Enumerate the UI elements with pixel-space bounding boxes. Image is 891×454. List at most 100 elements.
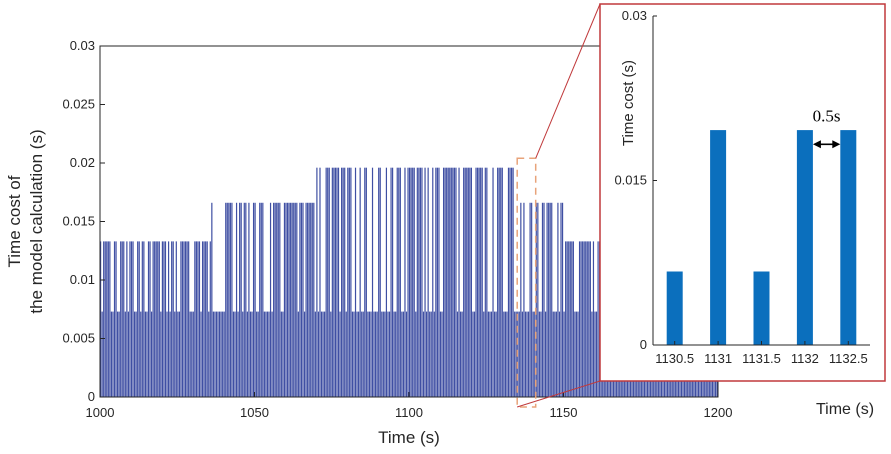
main-bar bbox=[379, 167, 381, 397]
main-bar bbox=[124, 311, 126, 397]
main-bar bbox=[493, 311, 496, 397]
main-bar bbox=[245, 202, 247, 397]
main-bar bbox=[527, 311, 530, 397]
main-y-tick-label: 0 bbox=[88, 389, 95, 404]
main-bar bbox=[347, 167, 349, 397]
main-bar bbox=[172, 241, 174, 397]
main-bar bbox=[164, 241, 167, 397]
main-bar bbox=[492, 167, 494, 397]
main-bar bbox=[115, 241, 117, 397]
main-bar bbox=[392, 167, 394, 397]
main-bar bbox=[260, 202, 262, 397]
inset-chart: 0 0.015 0.03 1130.5 1131 1131.5 1132 1132.5 Ti… bbox=[599, 3, 886, 382]
main-bar bbox=[541, 202, 544, 397]
main-bar bbox=[583, 241, 585, 397]
main-bar bbox=[376, 311, 378, 397]
main-bar bbox=[137, 241, 139, 397]
main-bar bbox=[361, 311, 363, 397]
main-bar bbox=[291, 202, 293, 397]
main-bar bbox=[320, 311, 323, 397]
main-bar bbox=[263, 311, 265, 397]
main-bar bbox=[560, 202, 562, 397]
inset-bar bbox=[840, 130, 857, 345]
main-bar bbox=[497, 167, 499, 397]
main-bar bbox=[113, 241, 116, 397]
main-bar bbox=[489, 311, 491, 397]
main-bar bbox=[296, 202, 298, 397]
main-bar bbox=[303, 311, 306, 397]
main-y-tick-label: 0.005 bbox=[62, 331, 95, 346]
main-bar bbox=[130, 241, 133, 397]
main-bar bbox=[362, 311, 364, 397]
main-x-tick-label: 1000 bbox=[86, 405, 115, 420]
inset-bar bbox=[753, 271, 770, 345]
main-x-tick-label: 1050 bbox=[240, 405, 269, 420]
main-bar bbox=[195, 241, 197, 397]
main-bar bbox=[184, 241, 187, 397]
inset-y-axis-label: Time cost (s) bbox=[620, 60, 637, 146]
main-bar bbox=[147, 241, 150, 397]
main-bar bbox=[214, 311, 216, 397]
main-bar bbox=[331, 167, 333, 397]
main-bar bbox=[305, 202, 307, 397]
inset-x-tick-label: 1131 bbox=[704, 351, 732, 366]
main-bar bbox=[288, 202, 290, 397]
main-bar bbox=[126, 241, 128, 397]
main-bar bbox=[476, 167, 479, 397]
main-bar bbox=[459, 311, 462, 397]
main-bar bbox=[259, 202, 261, 397]
main-bar bbox=[307, 202, 309, 397]
main-bar bbox=[254, 202, 256, 397]
main-bar bbox=[594, 311, 596, 397]
main-bar bbox=[188, 241, 190, 397]
main-bar bbox=[514, 311, 516, 397]
zoom-highlight-box bbox=[516, 157, 537, 408]
main-bar bbox=[412, 167, 414, 397]
main-bar bbox=[252, 202, 255, 397]
main-bar bbox=[388, 311, 391, 397]
main-bar bbox=[436, 167, 439, 397]
main-bar bbox=[555, 311, 557, 397]
main-bar bbox=[439, 311, 442, 397]
main-bar bbox=[246, 311, 248, 397]
main-bar bbox=[232, 311, 235, 397]
main-bar bbox=[117, 311, 119, 397]
inset-bar bbox=[710, 130, 727, 345]
main-bar bbox=[194, 241, 196, 397]
main-bar bbox=[290, 202, 292, 397]
main-bar bbox=[344, 167, 346, 397]
main-bar bbox=[478, 167, 480, 397]
main-bar bbox=[396, 167, 398, 397]
main-bar bbox=[512, 167, 514, 397]
main-bar bbox=[432, 167, 434, 397]
main-bar bbox=[461, 311, 463, 397]
main-bar bbox=[208, 311, 210, 397]
main-bar bbox=[543, 202, 545, 397]
main-bar bbox=[144, 311, 147, 397]
main-bar bbox=[469, 167, 471, 397]
main-bar bbox=[433, 311, 435, 397]
inset-y-tick-label: 0.03 bbox=[622, 8, 647, 23]
main-bar bbox=[297, 311, 299, 397]
main-bar bbox=[324, 311, 326, 397]
main-bar bbox=[358, 311, 360, 397]
main-y-ticks: 0 0.005 0.01 0.015 0.02 0.025 0.03 bbox=[62, 38, 105, 404]
main-bar bbox=[325, 167, 327, 397]
main-bar bbox=[174, 311, 176, 397]
main-bar bbox=[226, 202, 228, 397]
main-bar bbox=[248, 202, 250, 397]
main-bar bbox=[531, 202, 533, 397]
main-bar bbox=[447, 167, 449, 397]
main-bar bbox=[350, 167, 352, 397]
main-bar bbox=[231, 202, 233, 397]
main-bar bbox=[121, 241, 123, 397]
main-bar bbox=[154, 241, 156, 397]
main-bar bbox=[180, 241, 182, 397]
main-bar bbox=[205, 241, 207, 397]
main-bar bbox=[371, 167, 374, 397]
interval-arrow-head-left bbox=[812, 140, 821, 149]
main-bar bbox=[177, 311, 179, 397]
main-bar bbox=[453, 167, 456, 397]
main-bar bbox=[353, 311, 355, 397]
main-bar bbox=[283, 202, 286, 397]
